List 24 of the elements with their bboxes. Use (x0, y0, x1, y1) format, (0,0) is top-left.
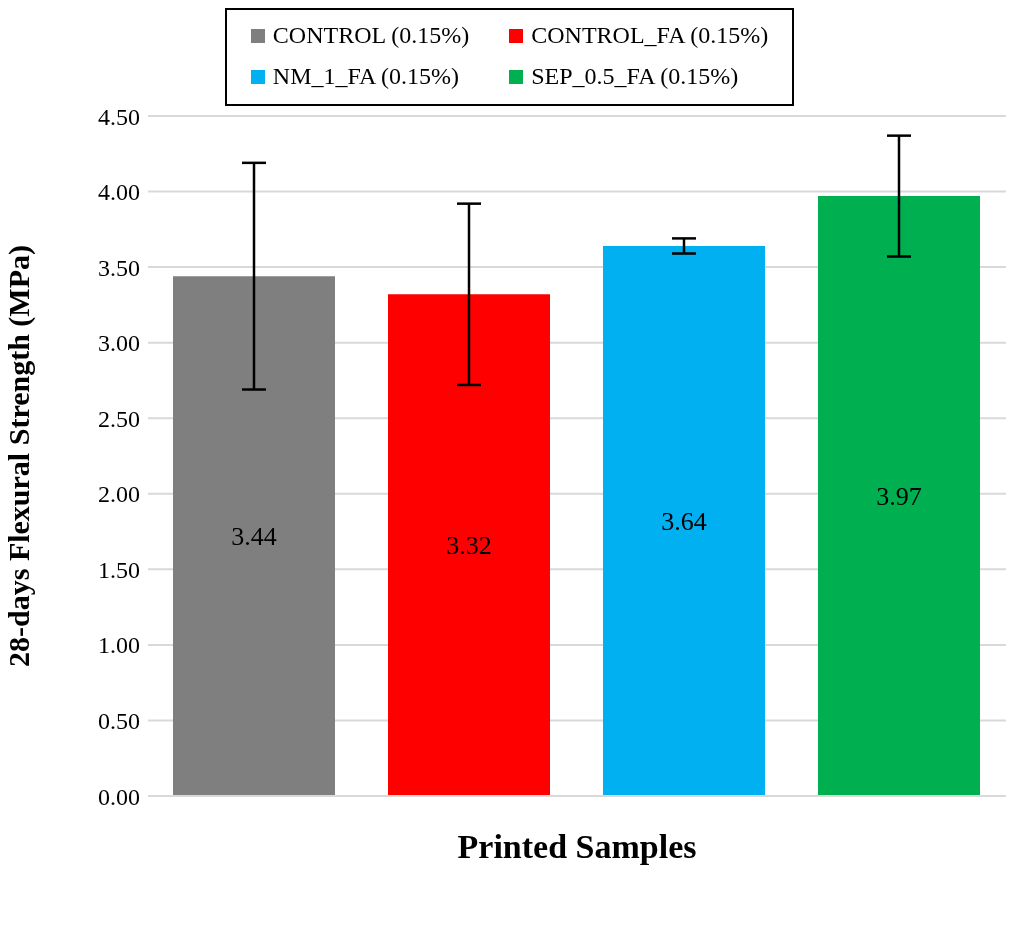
bar (388, 294, 550, 796)
bar (173, 276, 335, 796)
y-tick-label: 4.50 (98, 103, 140, 130)
legend-label: NM_1_FA (0.15%) (272, 63, 460, 90)
legend-label: SEP_0.5_FA (0.15%) (531, 63, 739, 90)
legend-label: CONTROL (0.15%) (272, 22, 470, 49)
y-tick-label: 3.00 (98, 330, 140, 357)
y-tick-label: 3.50 (98, 254, 140, 281)
y-tick-label: 2.00 (98, 481, 140, 508)
bar (603, 245, 765, 796)
y-tick-label: 2.50 (98, 405, 140, 432)
legend-label: CONTROL_FA (0.15%) (531, 22, 769, 49)
bar (818, 196, 980, 796)
x-axis-title: Printed Samples (457, 828, 697, 865)
y-tick-label: 4.00 (98, 179, 140, 206)
y-tick-label: 0.00 (98, 783, 140, 810)
y-tick-label: 0.50 (98, 707, 140, 734)
data-label: 3.32 (446, 531, 492, 561)
y-axis-title: 28-days Flexural Strength (MPa) (1, 245, 36, 667)
data-label: 3.44 (231, 522, 277, 552)
y-tick-label: 1.50 (98, 556, 140, 583)
data-label: 3.64 (661, 507, 707, 537)
data-label: 3.97 (876, 482, 922, 512)
y-tick-label: 1.00 (98, 632, 140, 659)
